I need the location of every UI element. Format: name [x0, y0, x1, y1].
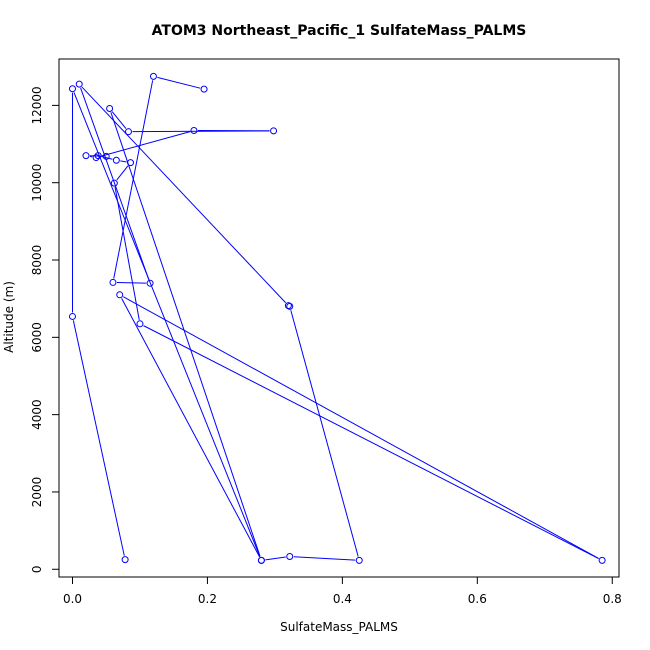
- series-segment: [122, 296, 599, 559]
- x-tick-label: 0.8: [603, 592, 622, 606]
- y-tick-label: 4000: [30, 399, 44, 430]
- series-segment: [293, 556, 356, 561]
- data-point: [92, 154, 100, 162]
- data-point: [106, 104, 114, 112]
- y-tick-label: 12000: [30, 86, 44, 124]
- x-axis: 0.0 0.2 0.4 0.6 0.8: [63, 576, 622, 606]
- y-axis-label: Altitude (m): [2, 281, 16, 353]
- series-segment: [116, 282, 147, 284]
- data-point: [355, 556, 363, 564]
- series-segment: [99, 131, 191, 157]
- data-point: [102, 152, 110, 160]
- y-axis: 0 2000 4000 6000 8000 10000 12000: [30, 86, 60, 573]
- y-tick-label: 10000: [30, 164, 44, 202]
- data-point: [200, 85, 208, 93]
- data-point: [286, 302, 294, 310]
- data-point: [82, 152, 90, 160]
- y-tick-label: 0: [30, 565, 44, 573]
- y-tick-label: 2000: [30, 477, 44, 508]
- series-segment: [120, 160, 127, 163]
- data-point: [75, 80, 83, 88]
- data-point: [270, 127, 278, 135]
- data-point: [136, 320, 144, 328]
- data-point: [190, 127, 198, 135]
- x-tick-label: 0.0: [63, 592, 82, 606]
- x-tick-label: 0.4: [333, 592, 352, 606]
- points-group: [68, 72, 606, 564]
- data-point: [286, 553, 294, 561]
- data-point: [127, 159, 135, 167]
- data-point: [257, 556, 265, 564]
- series-segment: [290, 310, 359, 557]
- series-group: [71, 76, 599, 561]
- data-point: [146, 279, 154, 287]
- data-point: [598, 556, 606, 564]
- series-segment: [80, 87, 150, 280]
- series-segment: [143, 325, 599, 560]
- series-segment: [72, 320, 125, 556]
- data-point: [121, 556, 129, 564]
- series-segment: [114, 186, 140, 320]
- data-point: [68, 312, 76, 320]
- x-tick-label: 0.6: [468, 592, 487, 606]
- chart-title: ATOM3 Northeast_Pacific_1 SulfateMass_PA…: [152, 23, 527, 39]
- y-tick-label: 8000: [30, 245, 44, 276]
- data-point: [110, 179, 118, 187]
- series-segment: [116, 165, 129, 181]
- data-point: [116, 291, 124, 299]
- data-point: [112, 156, 120, 164]
- data-point: [68, 85, 76, 93]
- data-point: [124, 128, 132, 136]
- data-point: [94, 152, 102, 160]
- series-segment: [265, 556, 286, 561]
- series-segment: [121, 298, 260, 558]
- series-segment: [81, 86, 287, 304]
- y-tick-label: 6000: [30, 322, 44, 353]
- series-segment: [111, 111, 127, 129]
- x-axis-label: SulfateMass_PALMS: [280, 620, 398, 634]
- data-point: [149, 72, 157, 80]
- data-point: [284, 302, 292, 310]
- x-tick-label: 0.2: [198, 592, 217, 606]
- series-segment: [73, 92, 261, 557]
- series-segment: [157, 76, 201, 89]
- series-segment: [110, 112, 261, 557]
- data-point: [109, 278, 117, 286]
